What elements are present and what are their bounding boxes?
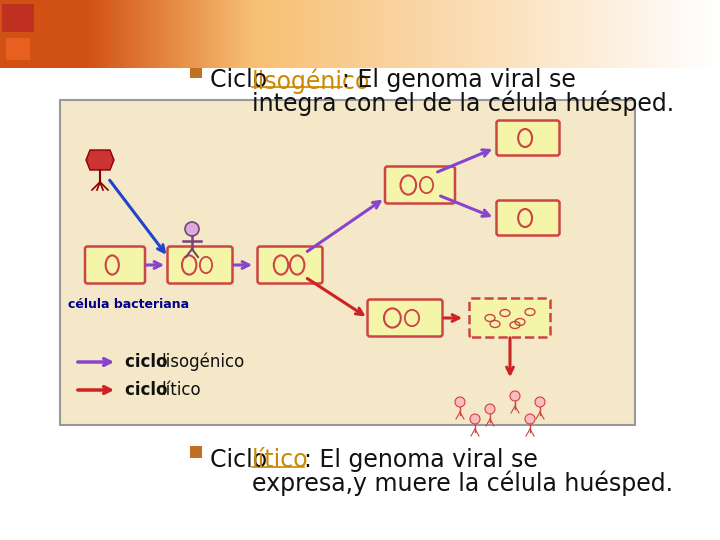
Text: célula bacteriana: célula bacteriana	[68, 298, 189, 311]
Text: ciclo: ciclo	[125, 381, 174, 399]
FancyBboxPatch shape	[367, 300, 443, 336]
FancyBboxPatch shape	[469, 299, 551, 338]
Circle shape	[455, 397, 465, 407]
Text: Ciclo: Ciclo	[210, 68, 274, 92]
Text: lítico: lítico	[252, 448, 309, 472]
FancyBboxPatch shape	[497, 120, 559, 156]
Circle shape	[510, 391, 520, 401]
Text: integra con el de la célula huésped.: integra con el de la célula huésped.	[252, 91, 674, 117]
Text: Ciclo: Ciclo	[210, 448, 274, 472]
FancyBboxPatch shape	[497, 200, 559, 235]
Circle shape	[525, 414, 535, 424]
Text: lítico: lítico	[161, 381, 201, 399]
Text: lisogénico: lisogénico	[161, 353, 244, 372]
Bar	[60, 100, 635, 425]
FancyBboxPatch shape	[168, 246, 233, 284]
Text: lisogénico: lisogénico	[252, 68, 370, 93]
Text: : El genoma viral se: : El genoma viral se	[342, 68, 576, 92]
Circle shape	[535, 397, 545, 407]
FancyBboxPatch shape	[85, 246, 145, 284]
Text: : El genoma viral se: : El genoma viral se	[304, 448, 538, 472]
Bar	[2, 4, 34, 32]
FancyBboxPatch shape	[258, 246, 323, 284]
Circle shape	[485, 404, 495, 414]
Circle shape	[470, 414, 480, 424]
FancyBboxPatch shape	[385, 166, 455, 204]
Bar	[190, 66, 202, 78]
Text: ciclo: ciclo	[125, 353, 174, 371]
Bar	[190, 446, 202, 458]
Text: expresa,y muere la célula huésped.: expresa,y muere la célula huésped.	[252, 471, 673, 496]
Bar	[6, 38, 30, 60]
Circle shape	[185, 222, 199, 236]
Polygon shape	[86, 150, 114, 170]
